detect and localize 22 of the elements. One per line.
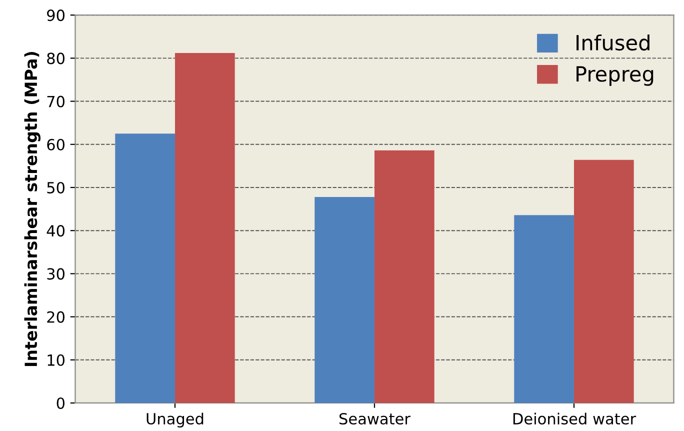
- bar: [115, 134, 175, 403]
- y-axis-title: Interlaminarshear strength (MPa): [24, 52, 41, 366]
- bar: [574, 160, 634, 403]
- bar: [174, 53, 235, 403]
- x-tick-label: Deionised water: [513, 412, 636, 425]
- y-tick-label: 80: [47, 52, 65, 64]
- x-tick-label: Seawater: [340, 412, 410, 425]
- y-tick-label: 30: [47, 268, 65, 280]
- y-tick-label: 20: [47, 311, 65, 323]
- y-tick-label: 70: [47, 96, 65, 108]
- y-tick-label: 90: [47, 10, 65, 22]
- y-tick-label: 0: [56, 397, 65, 410]
- bar: [374, 150, 434, 403]
- legend-label: Prepreg: [576, 66, 654, 86]
- y-tick-label: 10: [48, 354, 65, 366]
- bar: [514, 215, 574, 403]
- bar: [314, 196, 374, 403]
- y-tick-label: 60: [47, 138, 65, 150]
- legend-label: Infused: [576, 34, 650, 51]
- x-tick-label: Unaged: [146, 412, 204, 428]
- y-tick-label: 40: [46, 225, 65, 237]
- y-tick-label: 50: [47, 182, 65, 194]
